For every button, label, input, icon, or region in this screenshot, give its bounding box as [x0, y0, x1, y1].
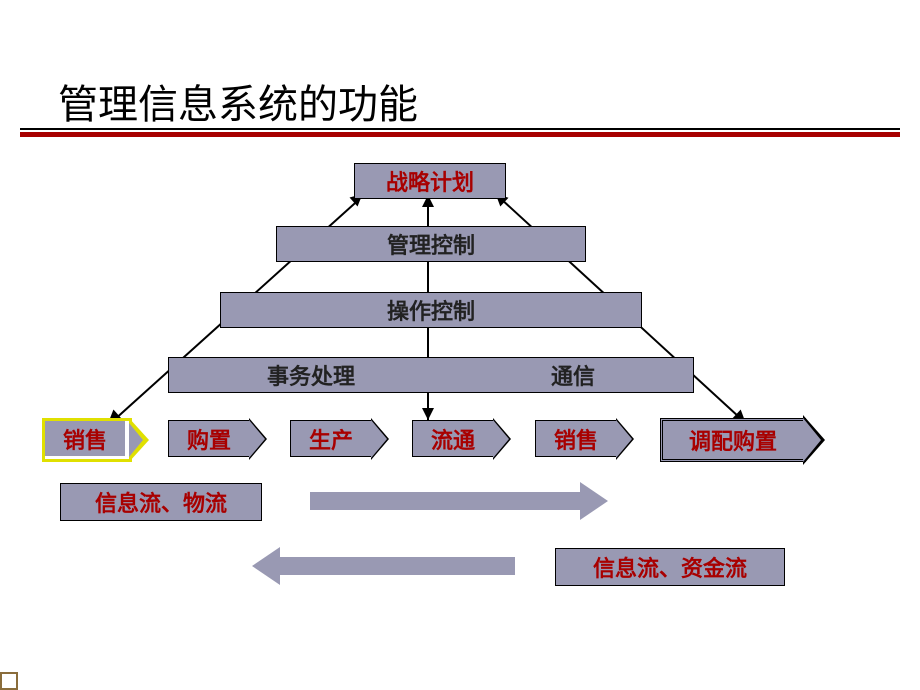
- arrow-distribution: 流通: [412, 420, 494, 457]
- pyramid-level-2: 管理控制: [276, 226, 586, 262]
- pyramid-level-4-label-a: 事务处理: [267, 359, 355, 391]
- arrow-production: 生产: [290, 420, 372, 457]
- connector-vertical-head-down: [422, 408, 434, 420]
- arrow-distribution-label: 流通: [431, 423, 475, 455]
- arrow-purchase: 购置: [168, 420, 250, 457]
- arrow-dispatch-label: 调配购置: [689, 424, 777, 456]
- arrow-sales: 销售: [45, 421, 125, 456]
- title-underline-thin: [20, 128, 900, 130]
- arrow-purchase-label: 购置: [187, 423, 231, 455]
- slide: 管理信息系统的功能 战略计划 管理控制 操作控制 事务处理 通信 销售 购置 生…: [0, 0, 920, 690]
- big-arrow-left: [280, 557, 515, 575]
- arrow-production-label: 生产: [309, 423, 353, 455]
- pyramid-level-3: 操作控制: [220, 292, 642, 328]
- flow-label-right: 信息流、资金流: [555, 548, 785, 586]
- slide-title: 管理信息系统的功能: [58, 72, 418, 130]
- arrow-sales2-label: 销售: [554, 423, 598, 455]
- flow-label-left-text: 信息流、物流: [95, 486, 227, 518]
- flow-label-right-text: 信息流、资金流: [593, 551, 747, 583]
- arrow-sales2: 销售: [535, 420, 617, 457]
- pyramid-level-2-label: 管理控制: [387, 228, 475, 260]
- pyramid-level-3-label: 操作控制: [387, 294, 475, 326]
- pyramid-level-4: 事务处理 通信: [168, 357, 694, 393]
- big-arrow-right: [310, 492, 580, 510]
- pyramid-level-4-label-b: 通信: [551, 359, 595, 391]
- pyramid-level-1: 战略计划: [354, 163, 506, 199]
- corner-decoration: [0, 672, 18, 690]
- title-underline-red: [20, 132, 900, 137]
- flow-label-left: 信息流、物流: [60, 483, 262, 521]
- arrow-sales-label: 销售: [63, 423, 107, 455]
- pyramid-level-1-label: 战略计划: [386, 165, 474, 197]
- arrow-dispatch: 调配购置: [660, 418, 806, 462]
